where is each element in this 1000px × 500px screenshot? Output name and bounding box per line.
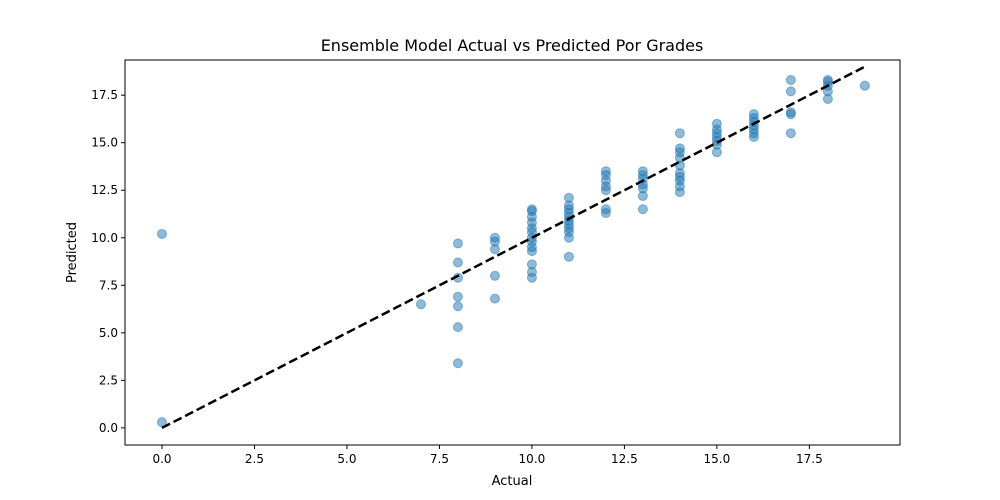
data-point	[600, 204, 611, 215]
data-point	[748, 109, 759, 120]
plot-frame	[124, 59, 901, 446]
y-tick-label: 10.0	[91, 231, 118, 245]
data-point	[674, 128, 685, 139]
data-point	[526, 259, 537, 270]
y-tick-label: 17.5	[91, 88, 118, 102]
x-tick-label: 7.5	[430, 452, 449, 466]
data-point	[563, 251, 574, 262]
data-point	[822, 74, 833, 85]
data-point	[785, 86, 796, 97]
data-point	[785, 107, 796, 118]
x-tick-label: 2.5	[245, 452, 264, 466]
data-point	[526, 204, 537, 215]
points-layer	[156, 74, 870, 428]
data-point	[785, 128, 796, 139]
data-point	[415, 299, 426, 310]
data-point	[489, 232, 500, 243]
data-point	[785, 74, 796, 85]
data-point	[452, 322, 463, 333]
data-point	[637, 166, 648, 177]
y-tick-label: 2.5	[99, 373, 118, 387]
x-tick-label: 10.0	[519, 452, 546, 466]
y-tick-label: 12.5	[91, 183, 118, 197]
x-axis-label: Actual	[492, 474, 533, 489]
x-tick-label: 17.5	[796, 452, 823, 466]
x-tick-label: 5.0	[337, 452, 356, 466]
y-axis-label: Predicted	[65, 222, 80, 283]
reference-line-layer	[161, 65, 866, 430]
data-point	[452, 257, 463, 268]
data-point	[452, 238, 463, 249]
y-tick-label: 5.0	[99, 326, 118, 340]
chart-title: Ensemble Model Actual vs Predicted Por G…	[321, 36, 704, 55]
data-point	[156, 228, 167, 239]
data-point	[489, 293, 500, 304]
data-point	[452, 358, 463, 369]
y-tick-label: 15.0	[91, 136, 118, 150]
y-tick-label: 0.0	[99, 421, 118, 435]
data-point	[859, 80, 870, 91]
data-point	[637, 204, 648, 215]
data-point	[489, 270, 500, 281]
y-axis-ticks: 0.0 2.5 5.0 7.5 10.0 12.5 15.0 17.5	[91, 88, 125, 435]
data-point	[674, 143, 685, 154]
x-tick-label: 12.5	[611, 452, 638, 466]
x-tick-label: 0.0	[152, 452, 171, 466]
data-point	[563, 192, 574, 203]
y-tick-label: 7.5	[99, 278, 118, 292]
data-point	[452, 291, 463, 302]
data-point	[452, 301, 463, 312]
x-axis-ticks: 0.0 2.5 5.0 7.5 10.0 12.5 15.0 17.5	[152, 445, 823, 466]
x-tick-label: 15.0	[704, 452, 731, 466]
reference-line	[161, 65, 866, 430]
data-point	[600, 166, 611, 177]
data-point	[711, 118, 722, 129]
